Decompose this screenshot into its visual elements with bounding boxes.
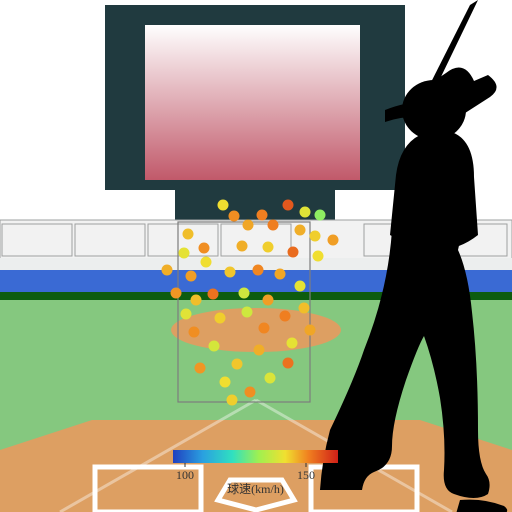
pitch-marker [275, 269, 286, 280]
pitch-marker [209, 341, 220, 352]
pitch-marker [265, 373, 276, 384]
pitch-marker [195, 363, 206, 374]
chart-root: 100 150 球速(km/h) [0, 0, 512, 512]
pitch-marker [300, 207, 311, 218]
pitch-marker [254, 345, 265, 356]
pitch-marker [283, 200, 294, 211]
pitch-marker [257, 210, 268, 221]
pitch-marker [313, 251, 324, 262]
pitch-marker [179, 248, 190, 259]
pitch-marker [227, 395, 238, 406]
pitch-marker [220, 377, 231, 388]
pitch-marker [191, 295, 202, 306]
pitch-marker [242, 307, 253, 318]
pitch-marker [245, 387, 256, 398]
pitch-marker [253, 265, 264, 276]
colorbar [173, 450, 338, 463]
pitch-marker [280, 311, 291, 322]
pitch-marker [299, 303, 310, 314]
pitch-marker [229, 211, 240, 222]
pitch-marker [295, 225, 306, 236]
pitch-marker [263, 242, 274, 253]
pitch-marker [287, 338, 298, 349]
pitch-marker [283, 358, 294, 369]
pitch-marker [186, 271, 197, 282]
pitch-marker [295, 281, 306, 292]
pitch-marker [183, 229, 194, 240]
pitch-marker [162, 265, 173, 276]
pitch-marker [239, 288, 250, 299]
pitch-marker [181, 309, 192, 320]
pitch-marker [263, 295, 274, 306]
pitch-marker [232, 359, 243, 370]
pitch-marker [310, 231, 321, 242]
pitch-marker [189, 327, 200, 338]
pitch-marker [225, 267, 236, 278]
colorbar-tick: 150 [297, 468, 315, 482]
pitch-marker [259, 323, 270, 334]
pitch-marker [243, 220, 254, 231]
pitch-marker [218, 200, 229, 211]
pitch-marker [288, 247, 299, 258]
pitch-marker [199, 243, 210, 254]
colorbar-label: 球速(km/h) [227, 482, 284, 496]
pitch-marker [208, 289, 219, 300]
pitch-marker [201, 257, 212, 268]
pitch-marker [305, 325, 316, 336]
pitch-marker [315, 210, 326, 221]
pitch-marker [237, 241, 248, 252]
pitch-marker [328, 235, 339, 246]
pitch-marker [268, 220, 279, 231]
colorbar-tick: 100 [176, 468, 194, 482]
pitch-marker [215, 313, 226, 324]
pitch-marker [171, 288, 182, 299]
